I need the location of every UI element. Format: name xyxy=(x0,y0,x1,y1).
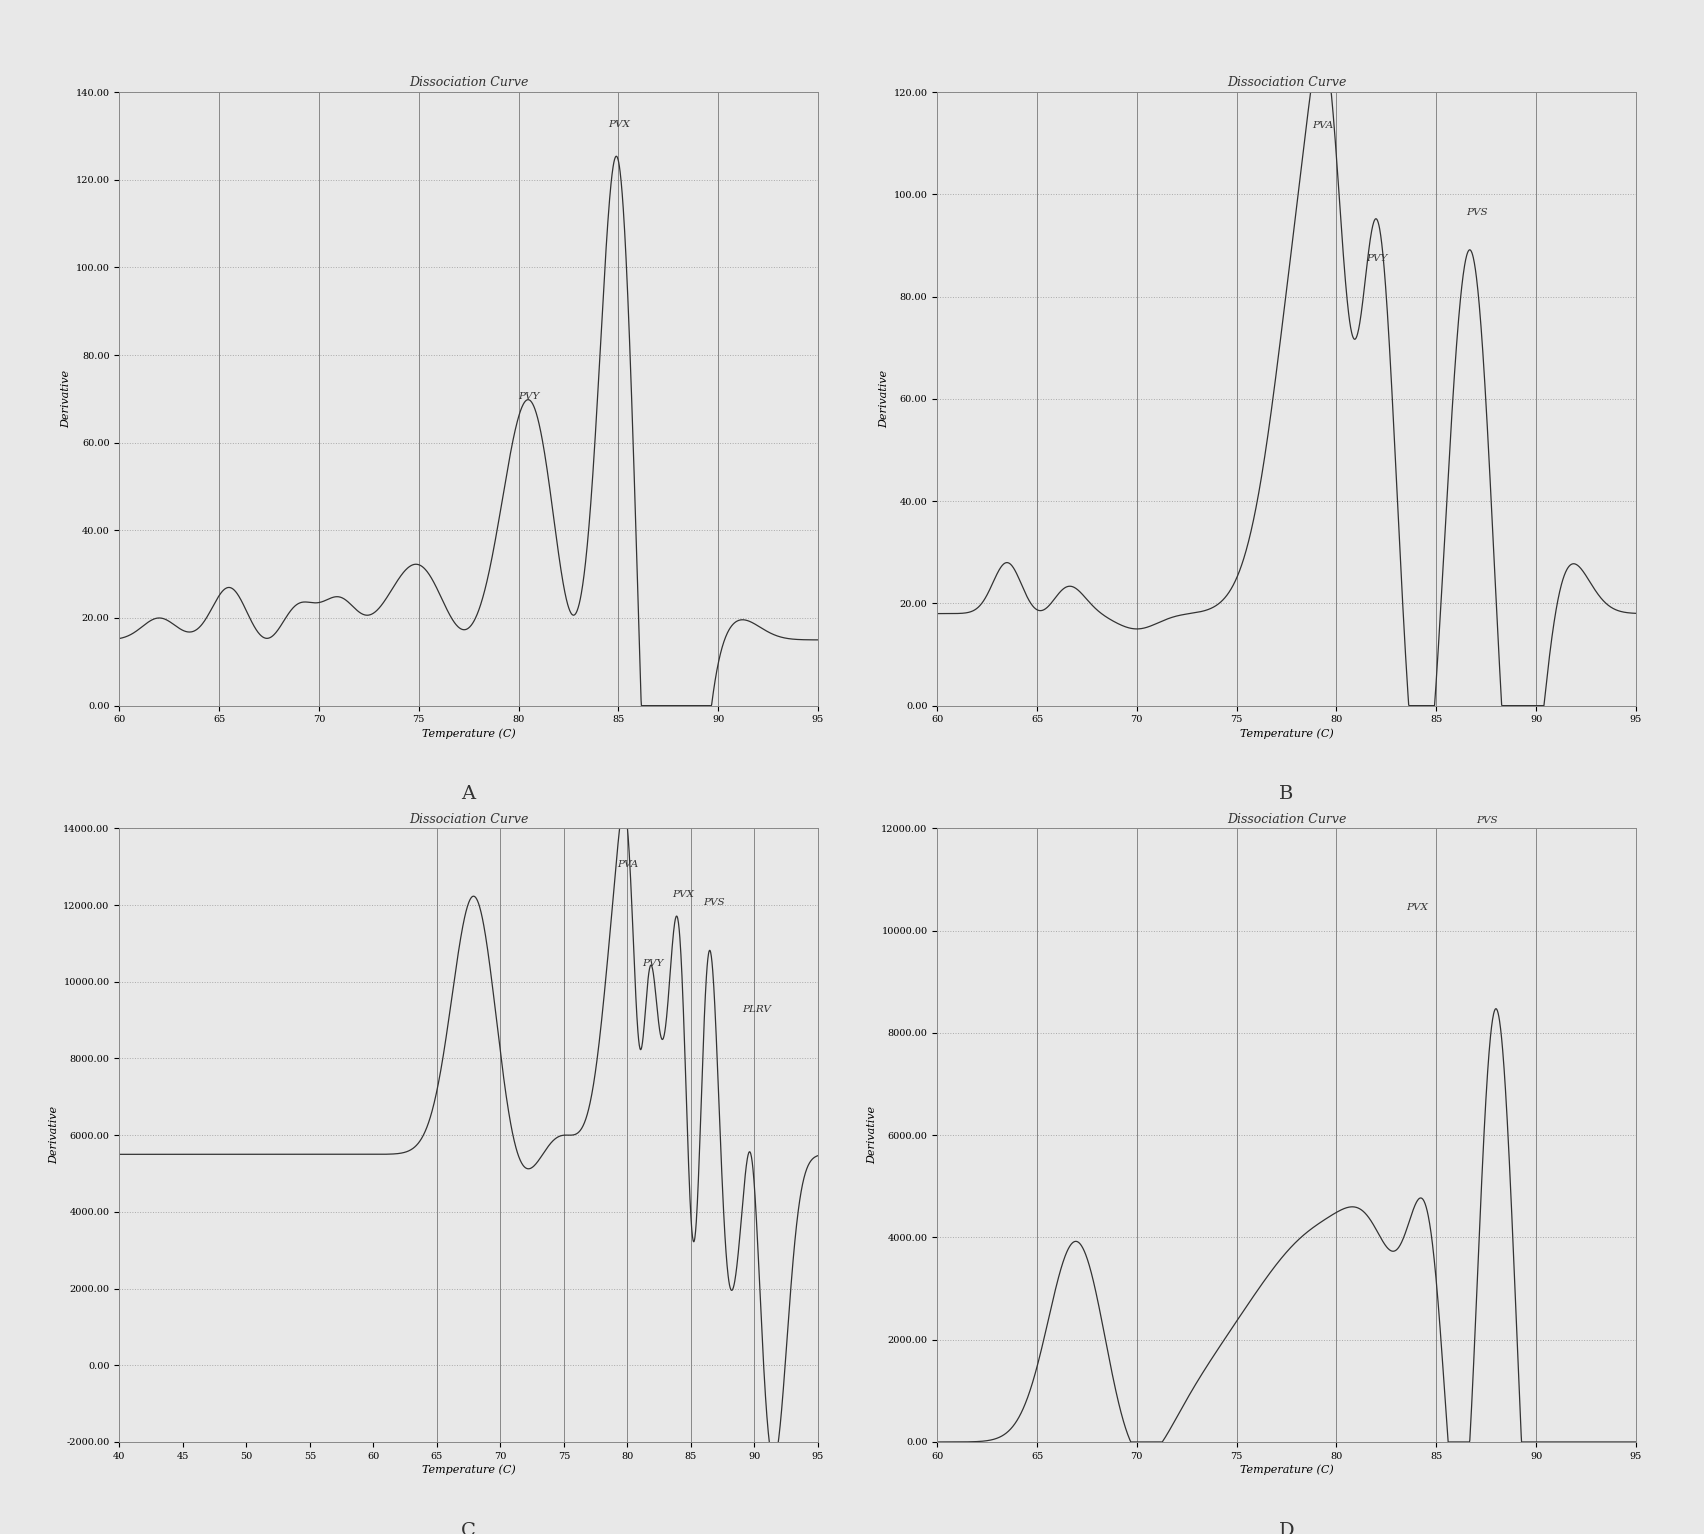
Text: C: C xyxy=(462,1522,475,1534)
Text: PVS: PVS xyxy=(1476,816,1498,825)
Title: Dissociation Curve: Dissociation Curve xyxy=(1227,77,1346,89)
Y-axis label: Derivative: Derivative xyxy=(61,370,72,428)
Text: PVX: PVX xyxy=(671,890,694,899)
Title: Dissociation Curve: Dissociation Curve xyxy=(409,77,528,89)
Y-axis label: Derivative: Derivative xyxy=(867,1106,878,1164)
X-axis label: Temperature (C): Temperature (C) xyxy=(1239,729,1334,739)
Text: PVS: PVS xyxy=(1465,207,1488,216)
Title: Dissociation Curve: Dissociation Curve xyxy=(409,813,528,825)
Text: PVX: PVX xyxy=(608,120,630,129)
X-axis label: Temperature (C): Temperature (C) xyxy=(421,1465,516,1476)
X-axis label: Temperature (C): Temperature (C) xyxy=(1239,1465,1334,1476)
Y-axis label: Derivative: Derivative xyxy=(49,1106,60,1164)
Text: PVX: PVX xyxy=(1406,904,1428,913)
Text: PVA: PVA xyxy=(1312,121,1334,130)
X-axis label: Temperature (C): Temperature (C) xyxy=(421,729,516,739)
Text: D: D xyxy=(1278,1522,1295,1534)
Y-axis label: Derivative: Derivative xyxy=(879,370,889,428)
Text: B: B xyxy=(1280,785,1293,804)
Text: PVA: PVA xyxy=(617,859,639,868)
Text: A: A xyxy=(462,785,475,804)
Text: PVS: PVS xyxy=(704,897,726,907)
Title: Dissociation Curve: Dissociation Curve xyxy=(1227,813,1346,825)
Text: PVY: PVY xyxy=(1367,253,1387,262)
Text: PLRV: PLRV xyxy=(741,1005,770,1014)
Text: PVY: PVY xyxy=(518,391,540,400)
Text: PVY: PVY xyxy=(642,959,665,968)
